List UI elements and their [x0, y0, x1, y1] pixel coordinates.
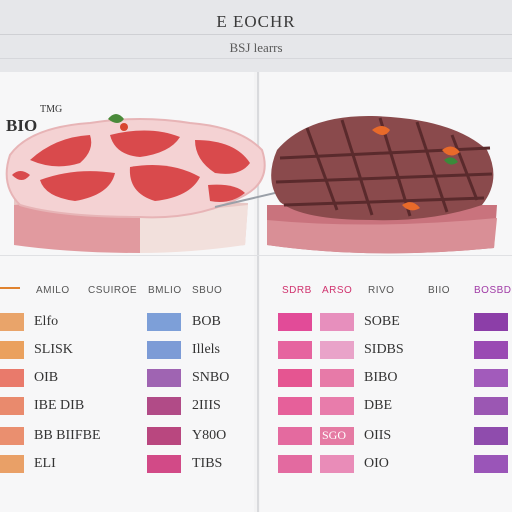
- color-swatch: [474, 341, 508, 359]
- table-cell: Elfo: [34, 314, 59, 329]
- color-swatch: [320, 455, 354, 473]
- color-swatch: [278, 455, 312, 473]
- color-swatch: [278, 341, 312, 359]
- header-banner: [0, 0, 512, 72]
- table-cell: IBE DIB: [34, 398, 85, 413]
- col-header: CSUIROE: [88, 285, 138, 296]
- table-cell: SGO: [322, 428, 347, 442]
- col-header: RIVO: [368, 285, 395, 296]
- col-header: SDRB: [282, 285, 312, 296]
- table-cell: Illels: [192, 342, 220, 357]
- color-swatch: [320, 397, 354, 415]
- color-swatch: [474, 369, 508, 387]
- color-swatch: [278, 427, 312, 445]
- color-swatch: [320, 369, 354, 387]
- meat-label-small: TMG: [40, 104, 63, 115]
- table-cell: BOB: [192, 314, 221, 329]
- table-cell: SOBE: [364, 314, 400, 329]
- color-swatch: [147, 369, 181, 387]
- grilled-steak-icon: [267, 115, 497, 254]
- col-header: BIIO: [428, 285, 451, 296]
- color-swatch: [474, 397, 508, 415]
- color-swatch: [474, 427, 508, 445]
- raw-steak-icon: [5, 114, 275, 253]
- color-swatch: [147, 341, 181, 359]
- color-swatch: [320, 341, 354, 359]
- table-cell: ELI: [34, 456, 56, 471]
- color-swatch: [474, 313, 508, 331]
- color-swatch: [147, 397, 181, 415]
- section-divider: [0, 255, 512, 256]
- color-swatch: [0, 397, 24, 415]
- color-swatch: [0, 369, 24, 387]
- table-cell: SIDBS: [364, 342, 404, 357]
- color-swatch: [278, 313, 312, 331]
- table-cell: SNBO: [192, 370, 230, 385]
- table-cell: Y80O: [192, 428, 227, 443]
- col-header: SBUO: [192, 285, 223, 296]
- table-cell: DBE: [364, 398, 392, 413]
- meat-label: BIO: [6, 116, 38, 135]
- page-title: E EOCHR: [216, 12, 296, 31]
- color-swatch: [474, 455, 508, 473]
- color-swatch: [320, 427, 354, 445]
- color-swatch: [320, 313, 354, 331]
- col-header: BMLIO: [148, 285, 182, 296]
- row-marker-arrow: [0, 287, 20, 289]
- panel-divider: [257, 72, 259, 512]
- color-swatch: [0, 341, 24, 359]
- color-swatch: [278, 397, 312, 415]
- table-cell: 2IIIS: [192, 398, 221, 413]
- color-swatch: [147, 455, 181, 473]
- col-header: AMILO: [36, 285, 70, 296]
- header-divider-2: [0, 58, 512, 59]
- color-swatch: [147, 313, 181, 331]
- table-cell: BIBO: [364, 370, 398, 385]
- color-swatch: [147, 427, 181, 445]
- table-cell: OIO: [364, 456, 389, 471]
- color-swatch: [278, 369, 312, 387]
- color-swatch: [0, 427, 24, 445]
- header-divider: [0, 34, 512, 35]
- table-cell: TIBS: [192, 456, 223, 471]
- color-swatch: [0, 313, 24, 331]
- color-swatch: [0, 455, 24, 473]
- col-header: BOSBD: [474, 285, 512, 296]
- table-cell: BB BIIFBE: [34, 428, 101, 443]
- table-cell: OIB: [34, 370, 59, 385]
- page-subtitle: BSJ learrs: [229, 40, 283, 55]
- table-cell: OIIS: [364, 428, 392, 443]
- table-cell: SLISK: [34, 342, 73, 357]
- col-header: ARSO: [322, 285, 353, 296]
